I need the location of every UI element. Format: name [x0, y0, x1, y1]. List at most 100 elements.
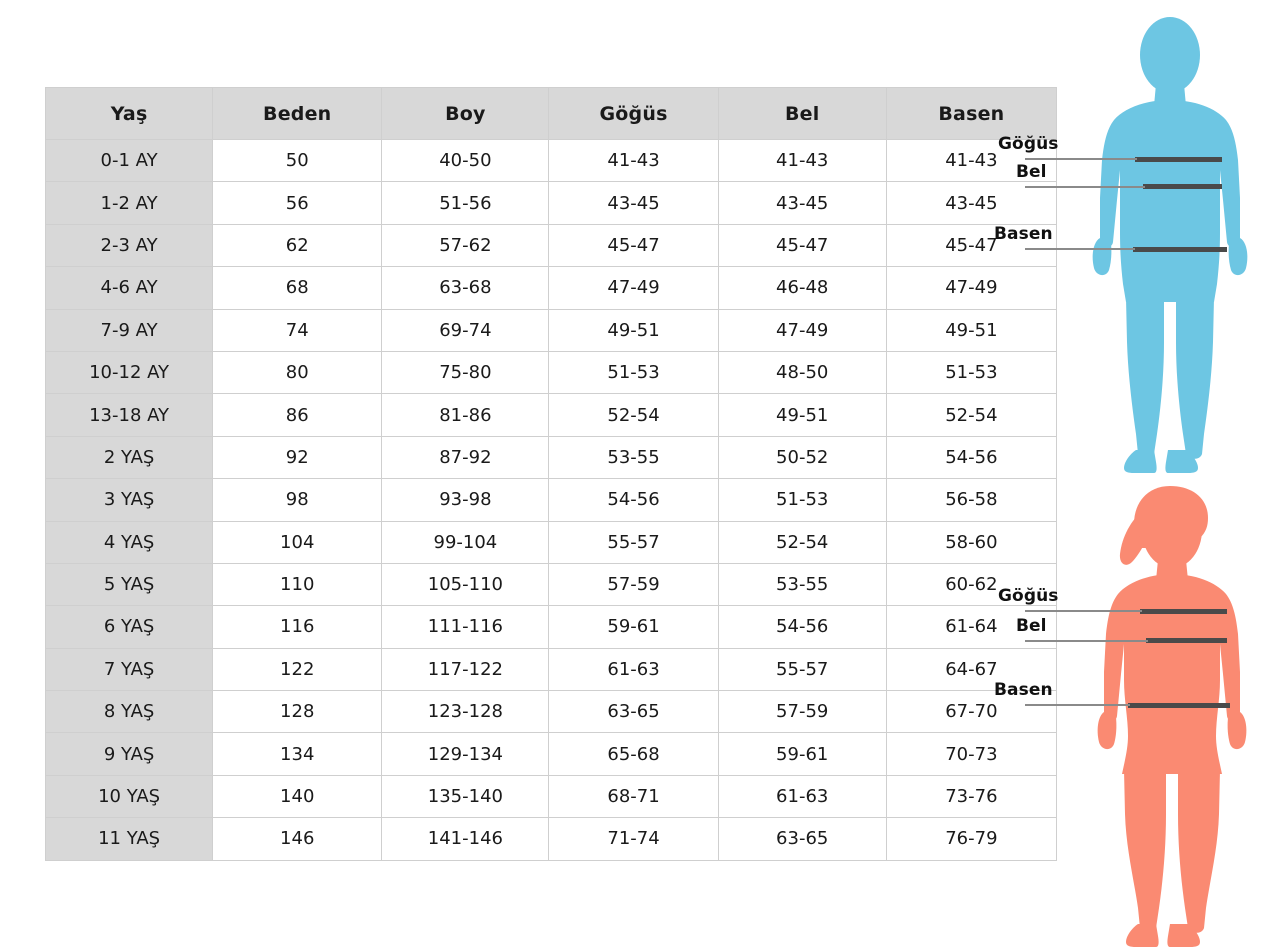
cell-value: 61-64	[885, 605, 1058, 649]
cell-value: 49-51	[885, 308, 1058, 352]
table-row: 6 YAŞ 116 111-116 59-61 54-56 61-64	[44, 605, 1058, 649]
cell-value: 86	[212, 393, 383, 437]
cell-value: 55-57	[717, 647, 887, 692]
table-row: 7-9 AY 74 69-74 49-51 47-49 49-51	[44, 308, 1058, 352]
table-row: 4-6 AY 68 63-68 47-49 46-48 47-49	[44, 266, 1058, 310]
cell-value: 74	[212, 308, 383, 352]
cell-age: 4 YAŞ	[44, 520, 214, 564]
table-row: 13-18 AY 86 81-86 52-54 49-51 52-54	[44, 393, 1058, 437]
table-header-row: Yaş Beden Boy Göğüs Bel Basen	[44, 87, 1058, 140]
cell-value: 67-70	[885, 690, 1058, 734]
boy-chest-label: Göğüs	[998, 134, 1059, 154]
cell-age: 2-3 AY	[44, 223, 214, 268]
cell-value: 63-65	[717, 817, 887, 861]
cell-value: 116	[212, 605, 383, 649]
cell-value: 43-45	[548, 181, 719, 225]
cell-value: 47-49	[717, 308, 887, 352]
cell-value: 52-54	[717, 520, 887, 564]
cell-age: 7 YAŞ	[44, 647, 214, 692]
cell-value: 58-60	[885, 520, 1058, 564]
cell-value: 56	[212, 181, 383, 225]
table-row: 4 YAŞ 104 99-104 55-57 52-54 58-60	[44, 520, 1058, 564]
cell-value: 122	[212, 647, 383, 692]
cell-value: 52-54	[885, 393, 1058, 437]
cell-age: 10 YAŞ	[44, 774, 214, 819]
waist-measure-line	[1146, 638, 1227, 643]
cell-age: 1-2 AY	[44, 181, 214, 225]
cell-value: 49-51	[548, 308, 719, 352]
cell-value: 135-140	[381, 774, 550, 819]
cell-value: 75-80	[381, 350, 550, 395]
girl-hip-label: Basen	[994, 680, 1053, 700]
cell-age: 6 YAŞ	[44, 605, 214, 649]
cell-value: 69-74	[381, 308, 550, 352]
column-header-yas: Yaş	[44, 87, 214, 140]
boy-silhouette-icon	[1092, 17, 1248, 473]
waist-measure-line	[1143, 184, 1222, 189]
cell-value: 54-56	[548, 478, 719, 522]
table-header: Yaş Beden Boy Göğüs Bel Basen	[44, 87, 1058, 140]
table-row: 0-1 AY 50 40-50 41-43 41-43 41-43	[44, 138, 1058, 183]
size-table: Yaş Beden Boy Göğüs Bel Basen 0-1 AY 50 40…	[44, 87, 1058, 861]
cell-age: 0-1 AY	[44, 138, 214, 183]
girl-figure-block: Göğüs Bel Basen	[994, 474, 1280, 948]
cell-value: 104	[212, 520, 383, 564]
chest-measure-line	[1140, 609, 1227, 614]
cell-value: 46-48	[717, 266, 887, 310]
column-header-bel: Bel	[717, 87, 887, 140]
cell-value: 45-47	[717, 223, 887, 268]
boy-waist-leader-line	[1025, 186, 1145, 188]
cell-value: 111-116	[381, 605, 550, 649]
cell-age: 2 YAŞ	[44, 435, 214, 480]
girl-waist-leader-line	[1025, 640, 1148, 642]
cell-value: 65-68	[548, 732, 719, 776]
table-row: 3 YAŞ 98 93-98 54-56 51-53 56-58	[44, 478, 1058, 522]
cell-value: 110	[212, 562, 383, 607]
cell-age: 7-9 AY	[44, 308, 214, 352]
cell-value: 53-55	[548, 435, 719, 480]
cell-value: 71-74	[548, 817, 719, 861]
cell-value: 50	[212, 138, 383, 183]
cell-value: 61-63	[548, 647, 719, 692]
cell-value: 87-92	[381, 435, 550, 480]
cell-value: 68-71	[548, 774, 719, 819]
table-row: 10 YAŞ 140 135-140 68-71 61-63 73-76	[44, 774, 1058, 819]
cell-value: 63-68	[381, 266, 550, 310]
table-row: 8 YAŞ 128 123-128 63-65 57-59 67-70	[44, 690, 1058, 734]
cell-value: 62	[212, 223, 383, 268]
cell-value: 55-57	[548, 520, 719, 564]
hip-measure-line	[1128, 703, 1230, 708]
cell-value: 51-56	[381, 181, 550, 225]
cell-value: 54-56	[885, 435, 1058, 480]
column-header-beden: Beden	[212, 87, 383, 140]
girl-chest-label: Göğüs	[998, 586, 1059, 606]
cell-age: 4-6 AY	[44, 266, 214, 310]
cell-value: 98	[212, 478, 383, 522]
cell-value: 51-53	[885, 350, 1058, 395]
table-row: 2 YAŞ 92 87-92 53-55 50-52 54-56	[44, 435, 1058, 480]
cell-value: 117-122	[381, 647, 550, 692]
cell-age: 3 YAŞ	[44, 478, 214, 522]
column-header-gogus: Göğüs	[548, 87, 719, 140]
cell-value: 99-104	[381, 520, 550, 564]
cell-value: 134	[212, 732, 383, 776]
cell-value: 47-49	[548, 266, 719, 310]
table-row: 10-12 AY 80 75-80 51-53 48-50 51-53	[44, 350, 1058, 395]
size-table-container: Yaş Beden Boy Göğüs Bel Basen 0-1 AY 50 40…	[44, 87, 1058, 863]
cell-value: 81-86	[381, 393, 550, 437]
cell-value: 52-54	[548, 393, 719, 437]
cell-value: 51-53	[548, 350, 719, 395]
cell-value: 49-51	[717, 393, 887, 437]
cell-value: 128	[212, 690, 383, 734]
table-row: 2-3 AY 62 57-62 45-47 45-47 45-47	[44, 223, 1058, 268]
cell-value: 73-76	[885, 774, 1058, 819]
cell-value: 68	[212, 266, 383, 310]
cell-value: 50-52	[717, 435, 887, 480]
table-row: 5 YAŞ 110 105-110 57-59 53-55 60-62	[44, 562, 1058, 607]
cell-value: 59-61	[717, 732, 887, 776]
cell-value: 76-79	[885, 817, 1058, 861]
cell-age: 5 YAŞ	[44, 562, 214, 607]
cell-value: 105-110	[381, 562, 550, 607]
cell-value: 45-47	[885, 223, 1058, 268]
table-row: 7 YAŞ 122 117-122 61-63 55-57 64-67	[44, 647, 1058, 692]
